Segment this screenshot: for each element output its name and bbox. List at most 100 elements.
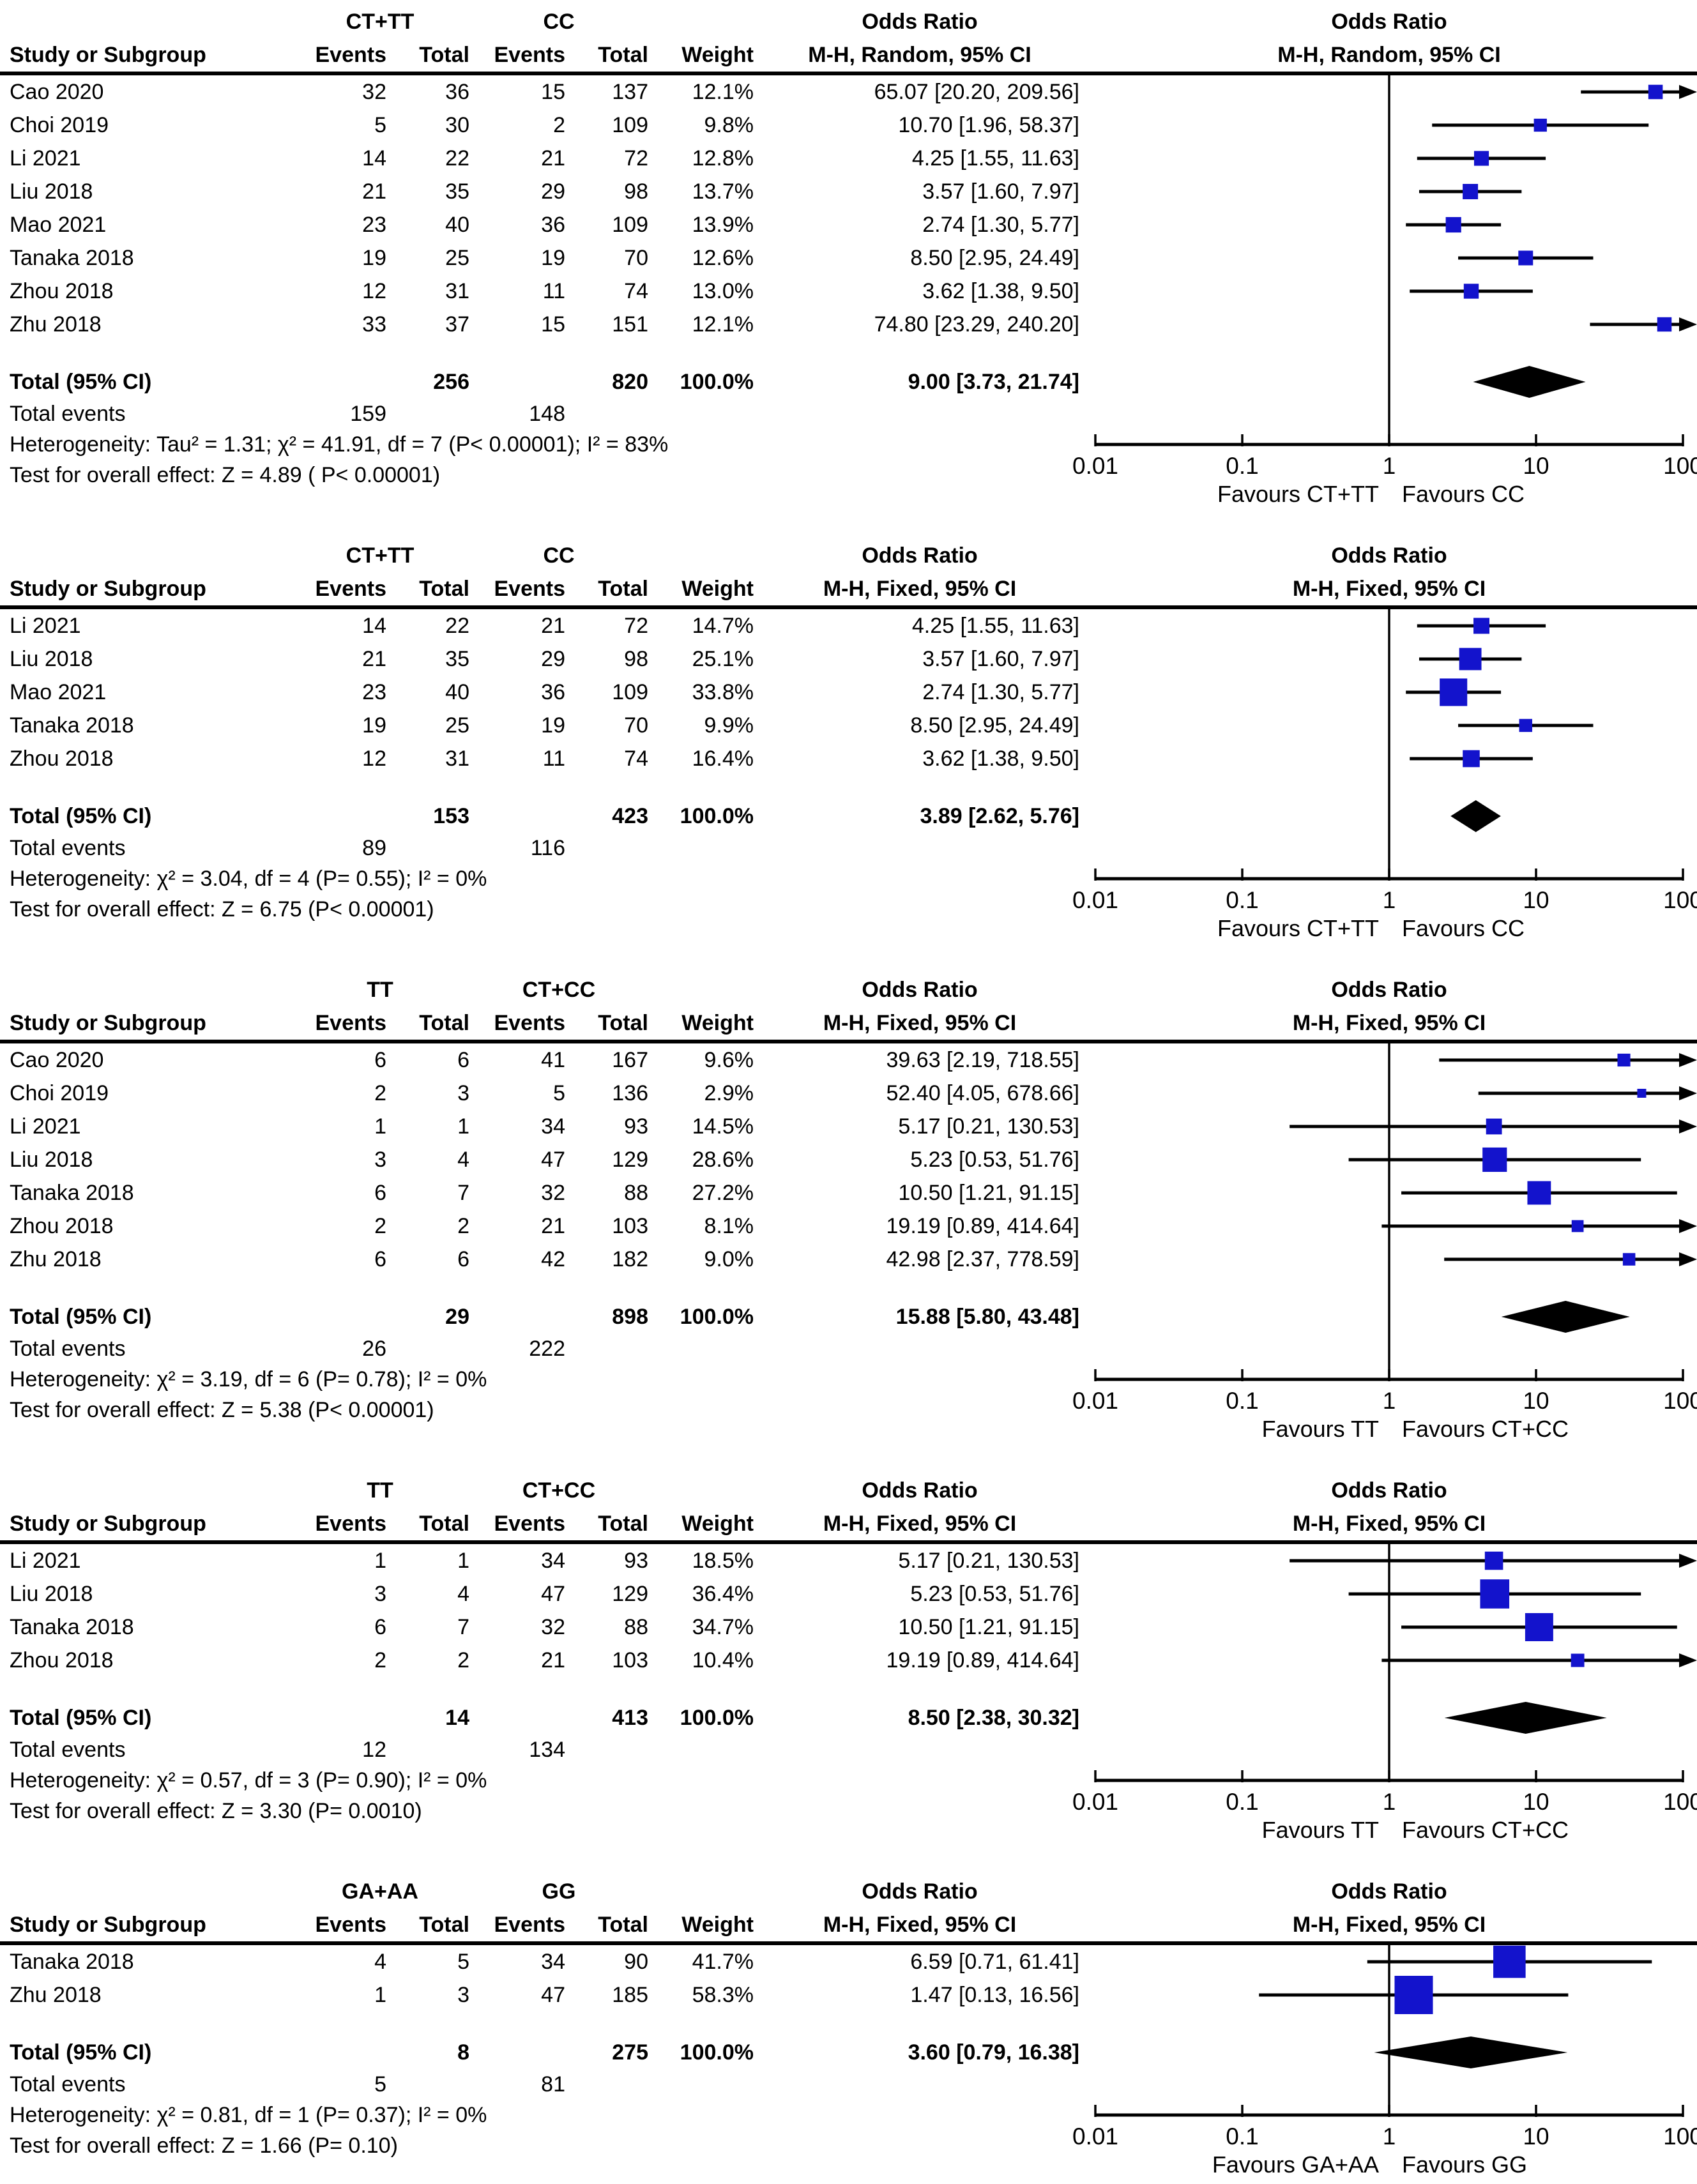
group-header-row: TT CT+CC Odds Ratio — [0, 973, 1086, 1006]
weight-value: 58.3% — [692, 1983, 754, 2007]
events-column-header: Events — [315, 577, 387, 601]
total-diamond — [1374, 2036, 1568, 2068]
or-square — [1622, 1253, 1636, 1266]
arrow-right-icon — [1679, 85, 1697, 99]
total2-value: 88 — [624, 1615, 648, 1639]
events-column-header: Events — [315, 1011, 387, 1035]
events1-value: 14 — [362, 146, 386, 171]
method-column-header: M-H, Fixed, 95% CI — [823, 1913, 1017, 1937]
total1-value: 5 — [457, 1950, 469, 1974]
forest-plot-canvas: 0.01 0.1 1 10 100 Favours CT+TT Favours CC — [1072, 72, 1697, 507]
total1-value: 30 — [445, 113, 469, 137]
or-ci-value: 5.17 [0.21, 130.53] — [898, 1114, 1079, 1139]
tick-label: 0.1 — [1226, 887, 1258, 913]
weight-value: 34.7% — [692, 1615, 754, 1639]
study-name: Liu 2018 — [10, 179, 93, 204]
or-square — [1463, 750, 1480, 768]
or-square — [1493, 1945, 1526, 1978]
tick-label: 1 — [1383, 887, 1396, 913]
total1-value: 6 — [457, 1048, 469, 1072]
total2-value: 90 — [624, 1950, 648, 1974]
events2-value: 32 — [541, 1181, 565, 1205]
study-name: Zhou 2018 — [10, 1214, 114, 1238]
total-diamond — [1501, 1301, 1630, 1333]
effect-label: Odds Ratio — [862, 10, 978, 34]
header-rule — [0, 1540, 1697, 1544]
weight-value: 9.9% — [704, 713, 754, 738]
or-square — [1463, 183, 1479, 200]
column-header-row: Study or Subgroup Events Total Events To… — [0, 38, 1086, 72]
group-header-row: GA+AA GG Odds Ratio — [0, 1875, 1086, 1908]
total-row: Total (95% CI) 8 275 100.0% 3.60 [0.79, … — [10, 2040, 1079, 2065]
weight-value: 14.5% — [692, 1114, 754, 1139]
weight-value: 9.6% — [704, 1048, 754, 1072]
weight-column-header: Weight — [681, 577, 754, 601]
or-square — [1440, 678, 1468, 706]
total-row: Total (95% CI) 29 898 100.0% 15.88 [5.80… — [10, 1305, 1079, 1329]
tick-label: 0.1 — [1226, 1388, 1258, 1414]
weight-value: 9.8% — [704, 113, 754, 137]
arrow-right-icon — [1679, 317, 1697, 331]
total2-value: 103 — [612, 1648, 648, 1672]
events-column-header: Events — [494, 577, 566, 601]
total1-value: 7 — [457, 1181, 469, 1205]
or-square — [1459, 648, 1482, 671]
or-square — [1519, 718, 1532, 732]
group1-label: TT — [367, 978, 393, 1002]
events1-value: 3 — [374, 1148, 386, 1172]
total2-value: 88 — [624, 1181, 648, 1205]
tick-label: 10 — [1523, 1388, 1549, 1414]
effect-label: Odds Ratio — [862, 978, 978, 1002]
total-events-row: Total events 5 81 — [10, 2072, 565, 2097]
total1-value: 25 — [445, 713, 469, 738]
favours-left-label: Favours TT — [1262, 1817, 1379, 1843]
total-column-header: Total — [598, 577, 648, 601]
total2-value: 129 — [612, 1582, 648, 1606]
total1-value: 1 — [457, 1114, 469, 1139]
study-name: Li 2021 — [10, 1114, 81, 1139]
plot-header: Odds Ratio M-H, Random, 95% CI — [1277, 10, 1501, 67]
or-square — [1473, 618, 1490, 634]
events2-value: 36 — [541, 680, 565, 704]
total-row: Total (95% CI) 256 820 100.0% 9.00 [3.73… — [10, 370, 1079, 394]
or-ci-value: 8.50 [2.95, 24.49] — [910, 713, 1079, 738]
or-ci-value: 52.40 [4.05, 678.66] — [886, 1081, 1079, 1105]
tick-label: 0.1 — [1226, 2123, 1258, 2150]
group2-label: CT+CC — [522, 978, 596, 1002]
group2-label: CC — [543, 10, 575, 34]
weight-value: 41.7% — [692, 1950, 754, 1974]
total2-value: 72 — [624, 146, 648, 171]
weight-value: 28.6% — [692, 1148, 754, 1172]
study-name: Zhou 2018 — [10, 1648, 114, 1672]
events-column-header: Events — [494, 43, 566, 67]
total1-value: 22 — [445, 146, 469, 171]
total-events-row: Total events 12 134 — [10, 1738, 565, 1762]
favours-left-label: Favours CT+TT — [1217, 481, 1379, 507]
study-row: Choi 2019 5 30 2 109 9.8% 10.70 [1.96, 58.37] — [0, 109, 1086, 142]
study-name: Mao 2021 — [10, 213, 107, 237]
group-header-row: CT+TT CC Odds Ratio — [0, 5, 1086, 38]
total2-value: 136 — [612, 1081, 648, 1105]
overall-effect-text: Test for overall effect: Z = 5.38 (P< 0.… — [10, 1398, 434, 1422]
study-name: Zhu 2018 — [10, 1247, 102, 1271]
study-name: Zhu 2018 — [10, 312, 102, 337]
study-column-header: Study or Subgroup — [10, 1913, 206, 1937]
study-name: Cao 2020 — [10, 80, 104, 104]
or-square — [1617, 1053, 1631, 1067]
events1-value: 6 — [374, 1247, 386, 1271]
total1-value: 6 — [457, 1247, 469, 1271]
study-row: Mao 2021 23 40 36 109 33.8% 2.74 [1.30, 5.77] — [0, 676, 1086, 709]
tick-label: 100 — [1663, 1388, 1697, 1414]
events1-value: 14 — [362, 614, 386, 638]
events2-value: 34 — [541, 1114, 565, 1139]
events2-value: 15 — [541, 312, 565, 337]
study-row: Tanaka 2018 6 7 32 88 27.2% 10.50 [1.21, 91.15… — [0, 1176, 1086, 1210]
total1-value: 2 — [457, 1648, 469, 1672]
study-row: Choi 2019 2 3 5 136 2.9% 52.40 [4.05, 678.66] — [0, 1077, 1086, 1110]
or-square — [1527, 1181, 1551, 1205]
total2-value: 74 — [624, 747, 648, 771]
arrow-right-icon — [1679, 1053, 1697, 1067]
or-square — [1486, 1118, 1502, 1135]
weight-value: 13.9% — [692, 213, 754, 237]
weight-value: 2.9% — [704, 1081, 754, 1105]
